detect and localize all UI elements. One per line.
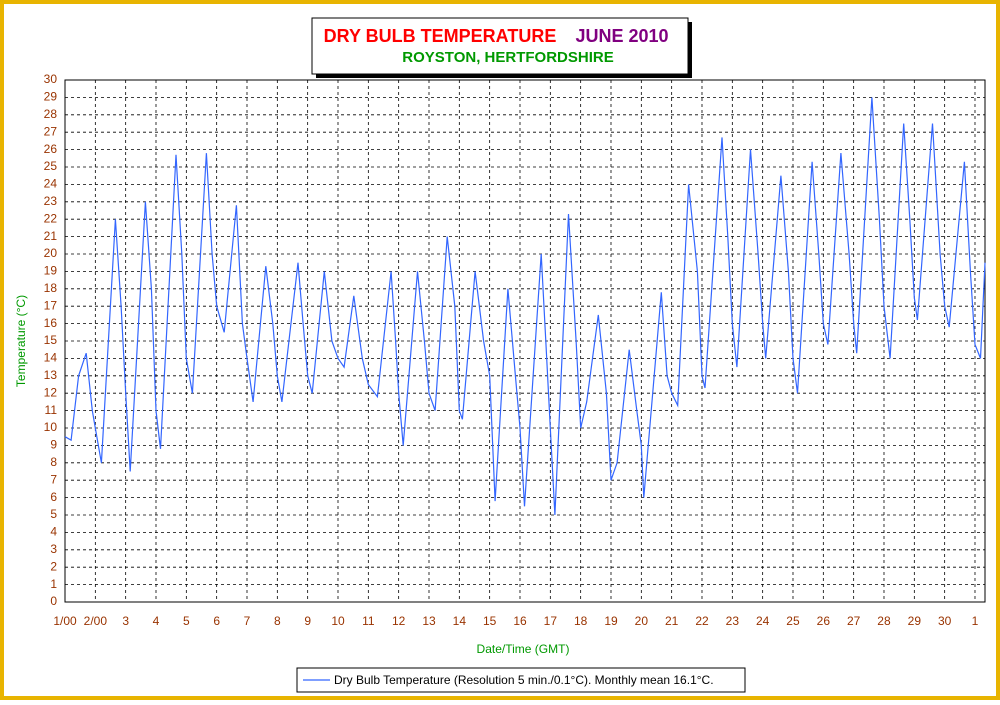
x-tick-label: 11: [362, 614, 375, 628]
y-tick-label: 17: [44, 298, 58, 312]
x-tick-label: 1/00: [53, 614, 77, 628]
x-tick-label: 2/00: [84, 614, 108, 628]
y-tick-label: 25: [44, 159, 58, 173]
y-tick-label: 26: [44, 142, 58, 156]
y-tick-label: 14: [44, 351, 58, 365]
x-tick-label: 17: [544, 614, 558, 628]
title-box: [311, 17, 689, 75]
x-axis-label: Date/Time (GMT): [477, 642, 570, 656]
y-tick-label: 11: [45, 403, 58, 417]
x-tick-label: 14: [453, 614, 467, 628]
x-tick-label: 5: [183, 614, 190, 628]
y-tick-label: 5: [50, 507, 57, 521]
y-tick-label: 0: [50, 594, 57, 608]
x-tick-label: 18: [574, 614, 588, 628]
y-tick-label: 3: [50, 542, 57, 556]
legend-label: Dry Bulb Temperature (Resolution 5 min./…: [334, 673, 714, 687]
y-tick-label: 10: [44, 420, 58, 434]
y-tick-label: 9: [50, 438, 57, 452]
y-tick-label: 22: [44, 211, 58, 225]
x-tick-label: 13: [422, 614, 436, 628]
x-tick-label: 30: [938, 614, 952, 628]
x-tick-label: 26: [817, 614, 831, 628]
y-tick-label: 21: [44, 229, 58, 243]
y-tick-label: 29: [44, 90, 58, 104]
y-tick-label: 1: [50, 577, 57, 591]
y-tick-label: 8: [50, 455, 57, 469]
y-tick-label: 6: [50, 490, 57, 504]
x-tick-label: 9: [304, 614, 311, 628]
x-tick-label: 3: [122, 614, 129, 628]
y-tick-label: 19: [44, 264, 58, 278]
y-tick-label: 30: [44, 72, 58, 86]
y-tick-label: 20: [44, 246, 58, 260]
x-tick-label: 23: [726, 614, 740, 628]
y-tick-label: 12: [44, 385, 58, 399]
y-tick-label: 16: [44, 316, 58, 330]
x-tick-label: 28: [877, 614, 891, 628]
x-tick-label: 16: [513, 614, 527, 628]
y-tick-label: 7: [50, 472, 57, 486]
y-tick-label: 28: [44, 107, 58, 121]
x-tick-label: 1: [972, 614, 979, 628]
plot-area: [64, 79, 986, 603]
y-tick-label: 2: [50, 559, 57, 573]
y-tick-label: 15: [44, 333, 58, 347]
x-tick-label: 25: [786, 614, 800, 628]
y-tick-label: 23: [44, 194, 58, 208]
y-tick-label: 24: [44, 177, 58, 191]
legend-box: [296, 667, 746, 693]
y-tick-label: 13: [44, 368, 58, 382]
x-tick-label: 6: [213, 614, 220, 628]
x-tick-label: 12: [392, 614, 406, 628]
y-tick-label: 4: [50, 525, 57, 539]
x-tick-label: 27: [847, 614, 861, 628]
y-tick-label: 27: [44, 124, 58, 138]
data-line: [64, 97, 986, 516]
x-tick-label: 7: [244, 614, 251, 628]
x-tick-label: 10: [331, 614, 345, 628]
x-tick-label: 21: [665, 614, 679, 628]
chart-period: JUNE 2010: [575, 26, 668, 46]
x-tick-label: 15: [483, 614, 497, 628]
y-tick-label: 18: [44, 281, 58, 295]
chart-subtitle: ROYSTON, HERTFORDSHIRE: [402, 49, 613, 66]
chart-title: DRY BULB TEMPERATURE: [324, 26, 557, 46]
x-tick-label: 22: [695, 614, 709, 628]
x-tick-label: 19: [604, 614, 618, 628]
x-tick-label: 20: [635, 614, 649, 628]
y-axis-label: Temperature (°C): [14, 295, 28, 387]
x-tick-label: 8: [274, 614, 281, 628]
x-tick-label: 4: [153, 614, 160, 628]
x-tick-label: 24: [756, 614, 770, 628]
x-tick-label: 29: [908, 614, 922, 628]
